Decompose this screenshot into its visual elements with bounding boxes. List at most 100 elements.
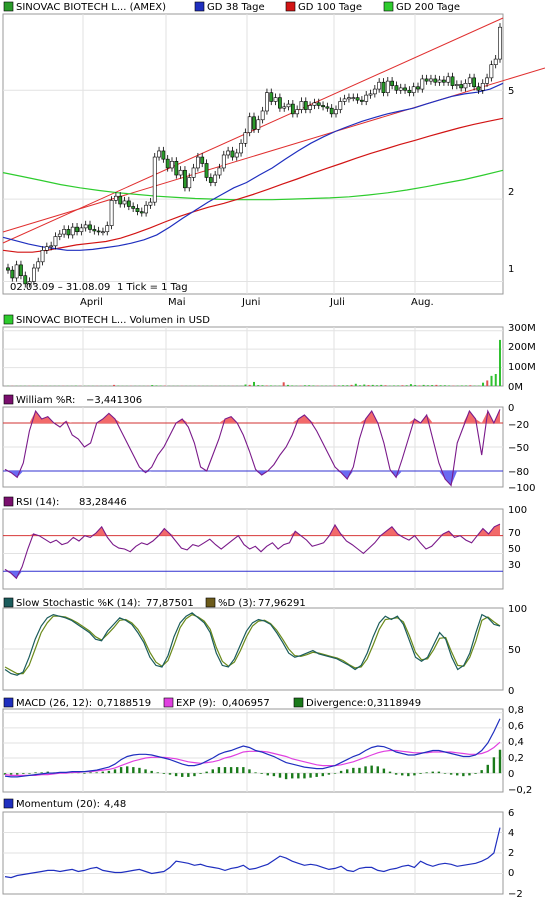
tick-info-label: 1 Tick = 1 Tag xyxy=(117,282,188,293)
divergence-bar xyxy=(413,773,415,775)
candle-body xyxy=(261,111,264,120)
candle-body xyxy=(54,237,57,246)
candle-body xyxy=(248,117,251,133)
candle-body xyxy=(114,196,117,200)
volume-bar xyxy=(312,385,314,386)
candle-body xyxy=(494,59,497,65)
candle-body xyxy=(270,93,273,102)
volume-bar xyxy=(465,385,467,386)
candle-body xyxy=(19,265,22,276)
candle-body xyxy=(352,98,355,99)
candle-body xyxy=(214,175,217,183)
candle-body xyxy=(382,82,385,92)
divergence-bar xyxy=(138,768,140,773)
candle-body xyxy=(235,153,238,157)
candle-body xyxy=(343,99,346,102)
macd-y-tick-06: 0,6 xyxy=(508,721,524,732)
candle-body xyxy=(110,200,113,225)
exp-legend-label: EXP (9): xyxy=(176,698,216,709)
legend-swatch-price xyxy=(4,2,13,11)
legend-swatch-gd100 xyxy=(286,2,295,11)
volume-bar xyxy=(418,385,420,386)
candle-body xyxy=(369,94,372,95)
candle-body xyxy=(287,104,290,107)
divergence-bar xyxy=(346,769,348,773)
candle-body xyxy=(481,83,484,90)
candle-body xyxy=(136,208,139,211)
legend-label-gd200: GD 200 Tage xyxy=(396,2,460,13)
volume-bar xyxy=(406,385,408,386)
candle-body xyxy=(339,101,342,109)
candle-body xyxy=(386,81,389,93)
volume-bar xyxy=(342,385,344,386)
divergence-bar xyxy=(224,767,226,773)
candle-body xyxy=(192,168,195,178)
candle-body xyxy=(477,87,480,91)
candle-body xyxy=(71,227,74,235)
volume-panel: SINOVAC BIOTECH L... Volumen in USD 300M… xyxy=(3,315,536,393)
volume-legend-label: SINOVAC BIOTECH L... Volumen in USD xyxy=(16,315,210,326)
candle-body xyxy=(37,262,40,268)
rsi-legend-swatch xyxy=(4,497,13,506)
legend-swatch-gd200 xyxy=(384,2,393,11)
divergence-bar xyxy=(407,773,409,776)
momentum-y-tick-0: 0 xyxy=(508,868,514,879)
candle-body xyxy=(149,202,152,205)
divergence-bar xyxy=(364,766,366,773)
candle-body xyxy=(183,170,186,188)
divergence-bar xyxy=(273,773,275,776)
candle-body xyxy=(334,110,337,114)
legend-label-gd38: GD 38 Tage xyxy=(207,2,265,13)
williams-y-tick-m20: −20 xyxy=(508,420,529,431)
candle-body xyxy=(425,79,428,81)
macd-y-tick-0: 0 xyxy=(508,769,514,780)
williams-y-tick-m100: −100 xyxy=(508,483,535,494)
williams-y-tick-m80: −80 xyxy=(508,467,529,478)
candle-body xyxy=(201,157,204,163)
candle-body xyxy=(447,77,450,82)
divergence-bar xyxy=(303,773,305,778)
divergence-bar xyxy=(309,773,311,778)
price-y-tick-2: 2 xyxy=(508,187,514,198)
exp-legend-swatch xyxy=(164,698,173,707)
volume-bar xyxy=(384,385,386,386)
candle-body xyxy=(32,268,35,281)
candle-body xyxy=(473,78,476,87)
candle-body xyxy=(395,86,398,91)
divergence-bar xyxy=(230,767,232,773)
volume-bar xyxy=(380,385,382,386)
candle-body xyxy=(58,234,61,236)
candle-body xyxy=(356,98,359,101)
divergence-bar xyxy=(218,767,220,773)
candle-body xyxy=(304,101,307,109)
divergence-bar xyxy=(383,769,385,774)
candle-body xyxy=(451,77,454,86)
candle-body xyxy=(399,88,402,90)
candle-body xyxy=(166,159,169,168)
x-tick-mai: Mai xyxy=(168,297,186,308)
macd-y-tick-m02: −0,2 xyxy=(508,785,532,796)
divergence-bar xyxy=(108,771,110,773)
williams-r-panel: William %R: −3,441306 0 −20 −50 −80 −100 xyxy=(3,395,535,494)
divergence-bar xyxy=(389,772,391,774)
divergence-bar xyxy=(175,773,177,776)
volume-bar xyxy=(113,385,115,386)
volume-bar xyxy=(495,374,497,386)
candle-body xyxy=(145,205,148,213)
williams-y-tick-m50: −50 xyxy=(508,443,529,454)
divergence-bar xyxy=(150,771,152,773)
divergence-bar xyxy=(377,766,379,773)
volume-bar xyxy=(257,385,259,386)
candle-body xyxy=(101,232,104,233)
divergence-bar xyxy=(212,769,214,773)
candle-body xyxy=(468,78,471,83)
divergence-bar xyxy=(267,773,269,775)
volume-bar xyxy=(261,385,263,386)
divergence-bar xyxy=(248,769,250,773)
divergence-bar xyxy=(370,766,372,774)
divergence-bar xyxy=(499,750,501,773)
candle-body xyxy=(11,270,14,278)
divergence-bar xyxy=(242,767,244,773)
candle-body xyxy=(257,120,260,130)
divergence-bar xyxy=(132,767,134,773)
